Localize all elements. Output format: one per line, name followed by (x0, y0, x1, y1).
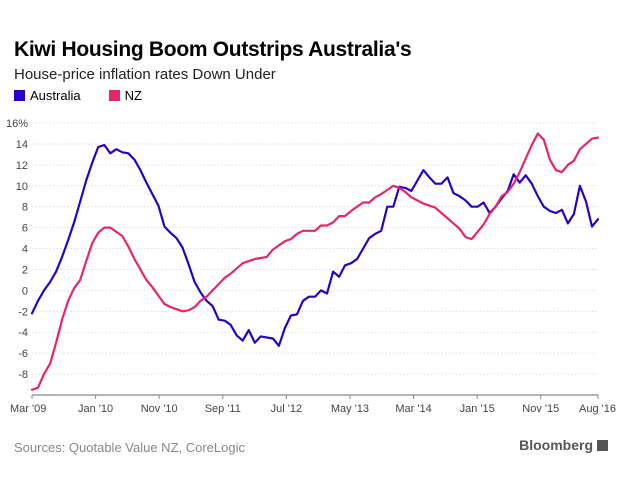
legend: Australia NZ (14, 88, 170, 103)
y-tick-label: 6 (22, 223, 28, 235)
legend-swatch-australia (14, 90, 25, 101)
brand-logo: Bloomberg (519, 437, 608, 453)
x-tick-label: Jul '12 (271, 403, 302, 415)
y-tick-label: 12 (16, 160, 28, 172)
y-tick-label: 0 (22, 285, 28, 297)
chart-title: Kiwi Housing Boom Outstrips Australia's (14, 38, 412, 61)
bloomberg-mark-icon (597, 439, 608, 451)
x-tick-label: Sep '11 (205, 403, 241, 415)
legend-swatch-nz (108, 90, 120, 101)
x-tick-label: Jan '15 (460, 403, 495, 415)
chart-subtitle: House-price inflation rates Down Under (14, 66, 276, 83)
brand-name: Bloomberg (519, 437, 593, 453)
x-tick-label: Nov '15 (522, 403, 559, 415)
y-tick-label: -4 (18, 327, 28, 339)
source-note: Sources: Quotable Value NZ, CoreLogic (14, 440, 245, 455)
y-tick-label: 4 (22, 244, 28, 256)
legend-label-nz: NZ (124, 88, 142, 103)
y-tick-label: -2 (18, 306, 28, 318)
x-tick-label: Jan '10 (78, 403, 113, 415)
legend-item-australia: Australia (14, 88, 81, 103)
y-tick-label: 2 (22, 264, 28, 276)
y-tick-label: 16% (6, 118, 28, 130)
x-tick-label: Nov '10 (141, 403, 178, 415)
legend-label-australia: Australia (30, 88, 81, 103)
y-tick-label: -6 (18, 348, 28, 360)
y-tick-label: 10 (16, 181, 28, 193)
x-tick-label: May '13 (331, 403, 369, 415)
y-tick-label: 8 (22, 202, 28, 214)
y-tick-label: 14 (16, 139, 28, 151)
series-line-australia (30, 143, 600, 347)
series-line-nz (30, 132, 600, 391)
x-tick-label: Mar '09 (10, 403, 46, 415)
x-tick-label: Mar '14 (395, 403, 431, 415)
legend-item-nz: NZ (108, 88, 142, 103)
y-tick-label: -8 (18, 369, 28, 381)
x-tick-label: Aug '16 (579, 403, 616, 415)
